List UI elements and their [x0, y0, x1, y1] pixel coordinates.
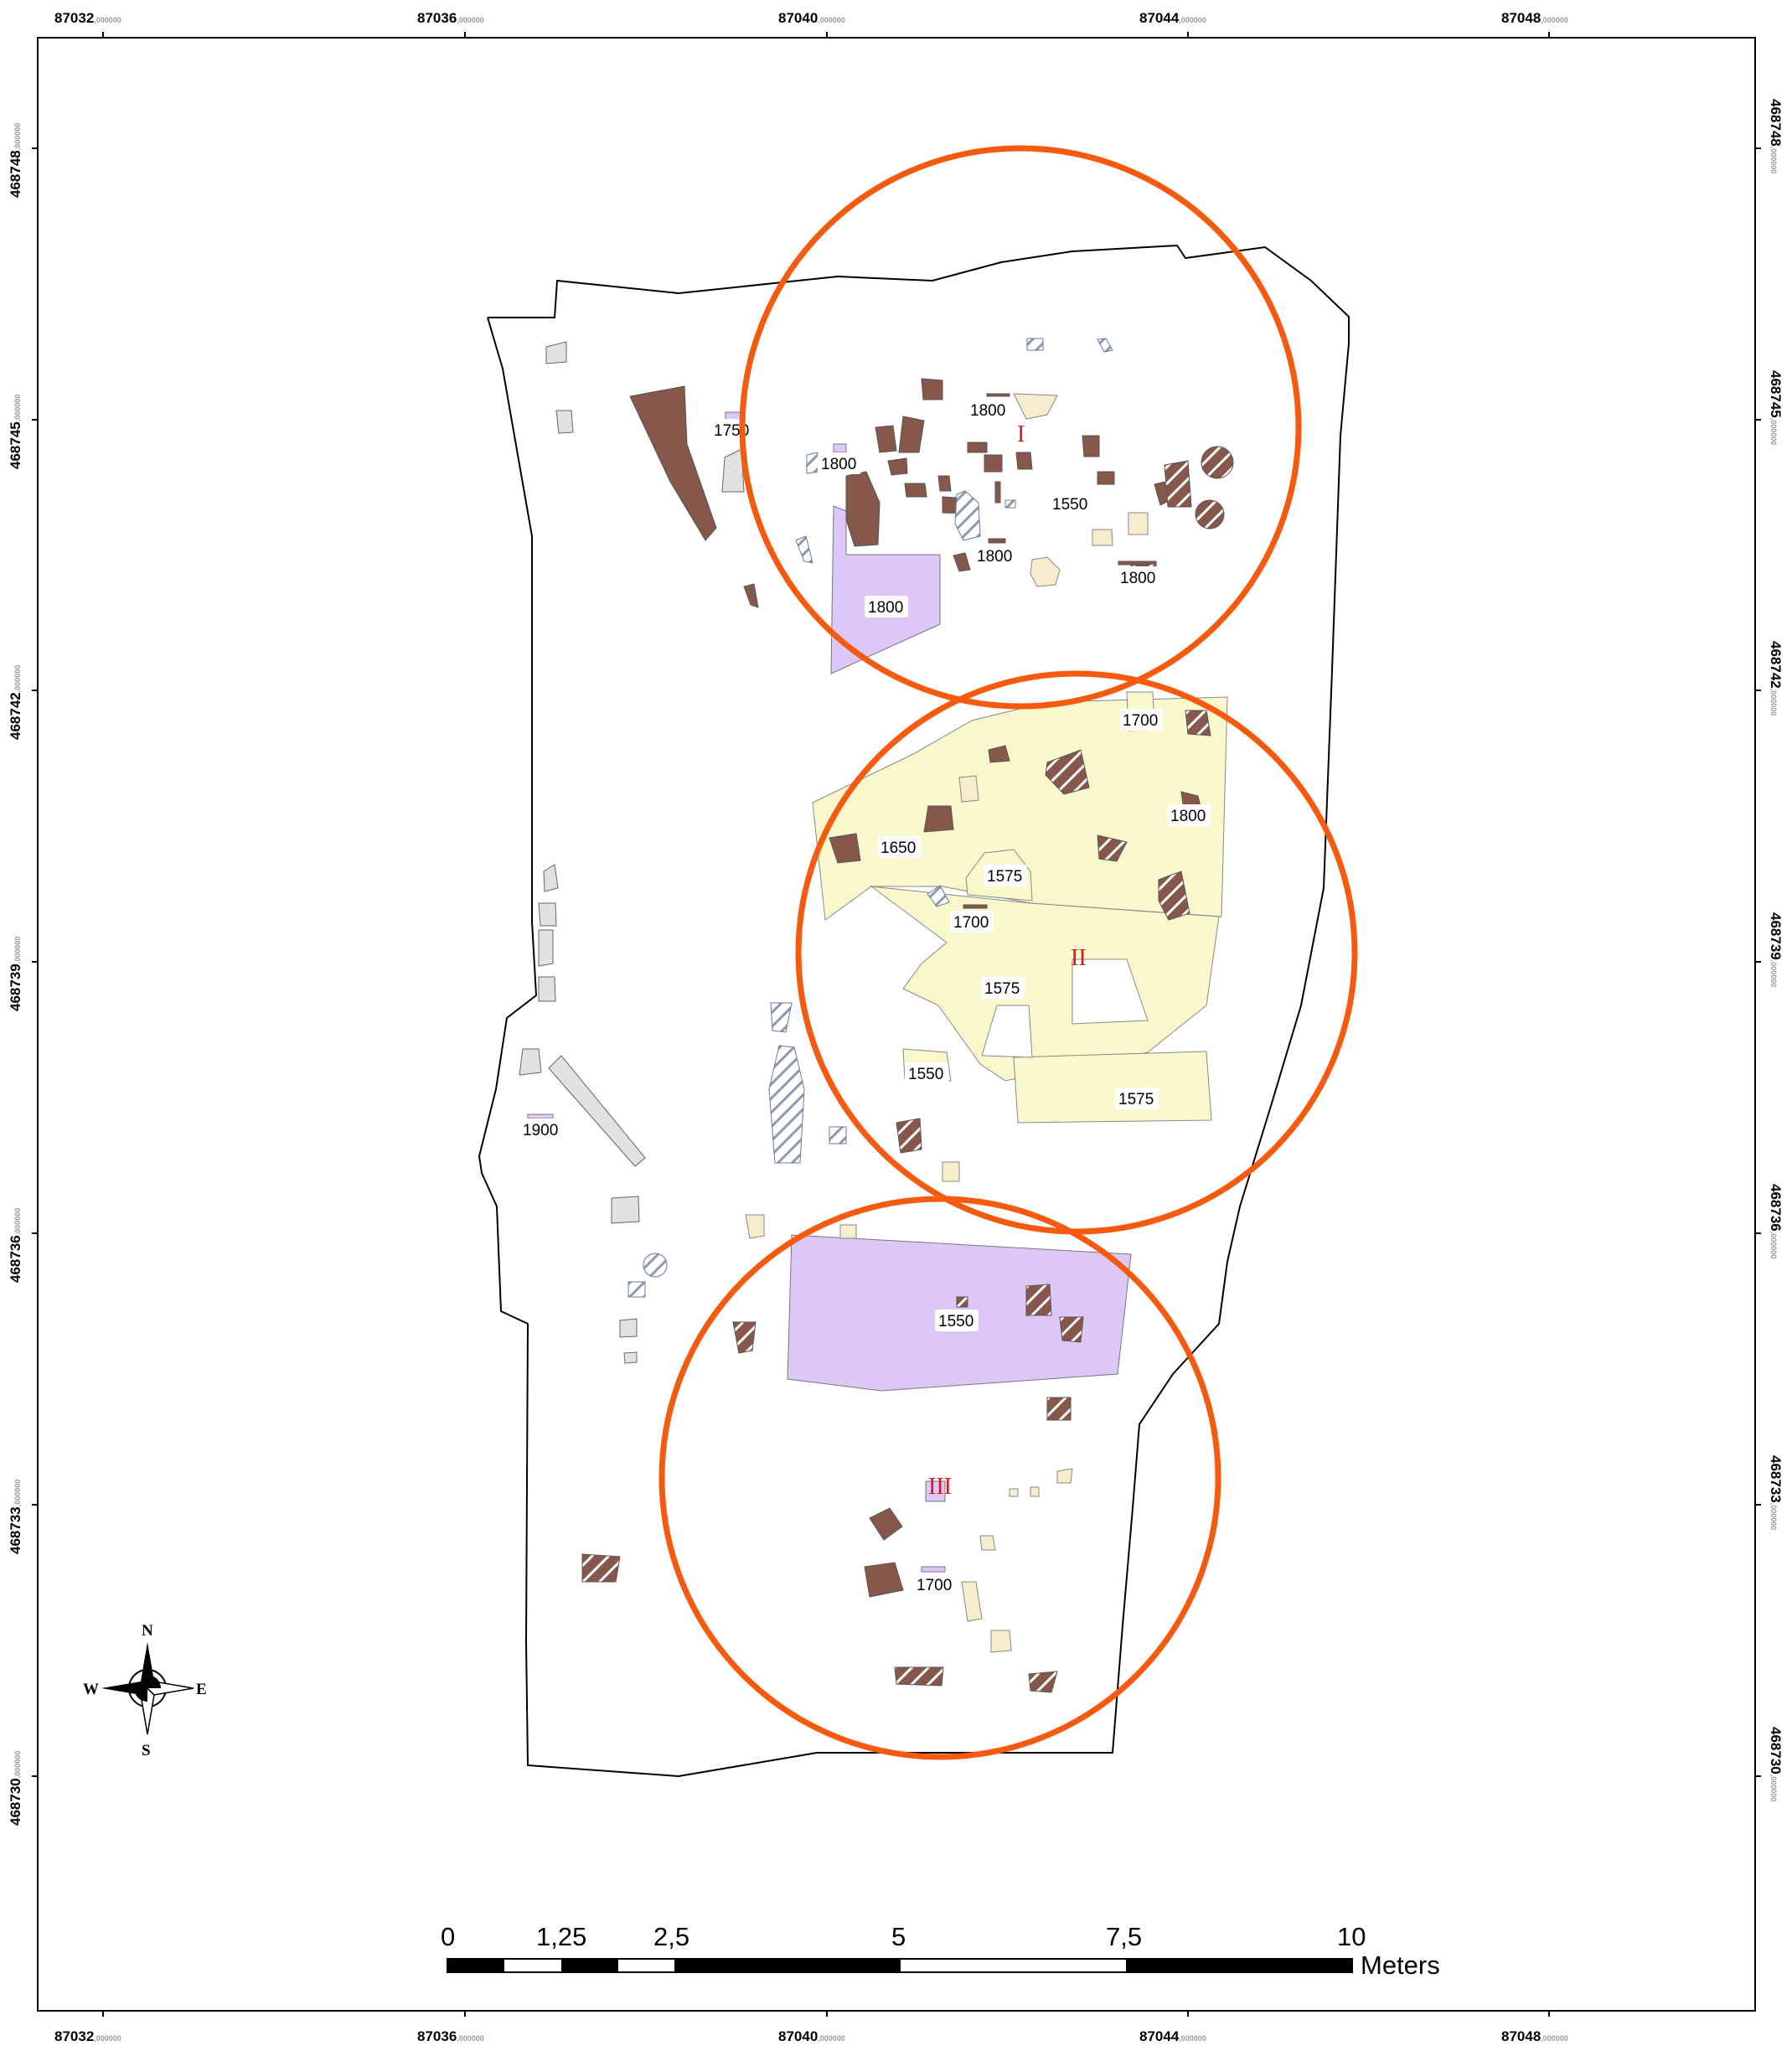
compass-s: S — [142, 1742, 151, 1759]
compass-w: W — [83, 1681, 99, 1698]
y-label: 468736,000000 — [8, 1208, 23, 1283]
hatched-brown-features — [581, 446, 1234, 1693]
study-zone-circles — [658, 145, 1358, 1760]
x-label: 87032,000000 — [54, 10, 121, 26]
zone-label-iii: III — [928, 1474, 952, 1500]
x-label: 87032,000000 — [54, 2028, 121, 2044]
feature-label-1700: 1700 — [1123, 712, 1158, 730]
x-label: 87036,000000 — [417, 10, 484, 26]
x-label: 87040,000000 — [778, 10, 845, 26]
compass-n: N — [142, 1622, 153, 1640]
zone-circle-i — [739, 145, 1302, 710]
zone-labels: I II III — [928, 421, 1087, 1500]
cream-features — [745, 393, 1149, 1653]
y-label: 468736,000000 — [1768, 1184, 1784, 1258]
feature-label-1900: 1900 — [523, 1122, 558, 1139]
y-labels-right: 468748,000000 468745,000000 468742,00000… — [1768, 99, 1784, 1801]
x-label: 87044,000000 — [1139, 10, 1206, 26]
x-label: 87048,000000 — [1501, 10, 1568, 26]
y-label: 468745,000000 — [8, 395, 23, 469]
y-label: 468733,000000 — [1768, 1455, 1784, 1530]
scale-tick-1-25: 1,25 — [536, 1922, 586, 1951]
scale-tick-10: 10 — [1337, 1922, 1366, 1951]
feature-labels: 1750 1800 1800 1550 1800 1800 1800 1700 … — [519, 399, 1211, 1595]
white-gap-1 — [1072, 958, 1149, 1025]
scale-tick-2-5: 2,5 — [653, 1922, 689, 1951]
x-labels-top: 87032,000000 87036,000000 87040,000000 8… — [54, 10, 1568, 26]
y-label: 468739,000000 — [1768, 912, 1784, 987]
map-frame — [37, 37, 1756, 2012]
x-labels-bottom: 87032,000000 87036,000000 87040,000000 8… — [54, 2028, 1568, 2044]
zone-label-ii: II — [1071, 945, 1087, 971]
y-label: 468742,000000 — [8, 665, 23, 740]
lilac-small-features — [527, 411, 946, 1573]
y-label: 468748,000000 — [8, 123, 23, 198]
y-label: 468730,000000 — [1768, 1727, 1784, 1801]
scale-bar: 0 1,25 2,5 5 7,5 10 Meters — [441, 1922, 1440, 1980]
hatched-blue-features — [627, 338, 1113, 1298]
feature-label-1700: 1700 — [917, 1577, 952, 1594]
feature-label-1800: 1800 — [1120, 570, 1155, 587]
feature-label-1650: 1650 — [881, 840, 916, 857]
brown-features — [629, 378, 1201, 1598]
y-label: 468733,000000 — [8, 1480, 23, 1554]
feature-label-1575: 1575 — [1118, 1091, 1154, 1108]
x-label: 87048,000000 — [1501, 2028, 1568, 2044]
feature-label-1575: 1575 — [987, 868, 1022, 886]
feature-label-1575: 1575 — [984, 980, 1020, 998]
scale-tick-0: 0 — [441, 1922, 455, 1951]
x-label: 87040,000000 — [778, 2028, 845, 2044]
y-label: 468745,000000 — [1768, 370, 1784, 445]
scale-tick-7-5: 7,5 — [1106, 1922, 1142, 1951]
zone-circle-iii — [658, 1196, 1221, 1760]
feature-label-1700: 1700 — [953, 914, 989, 932]
y-label: 468742,000000 — [1768, 641, 1784, 716]
feature-label-1550: 1550 — [938, 1313, 973, 1330]
trench-boundary — [478, 244, 1350, 1778]
feature-label-1550: 1550 — [1052, 496, 1087, 514]
feature-label-1800: 1800 — [977, 548, 1012, 566]
feature-label-1800: 1800 — [821, 456, 856, 473]
y-label: 468739,000000 — [8, 937, 23, 1011]
y-labels-left: 468748,000000 468745,000000 468742,00000… — [8, 123, 23, 1826]
zone-label-i: I — [1017, 421, 1025, 447]
yellow-area-1575-south — [1013, 1051, 1212, 1124]
grid-ticks — [32, 32, 1761, 2017]
scale-tick-5: 5 — [891, 1922, 906, 1951]
north-arrow: N S E W — [83, 1622, 207, 1759]
feature-label-1800: 1800 — [970, 402, 1005, 420]
x-label: 87044,000000 — [1139, 2028, 1206, 2044]
y-label: 468748,000000 — [1768, 99, 1784, 173]
feature-label-1800: 1800 — [868, 599, 903, 617]
white-gap-2 — [981, 1005, 1033, 1058]
scale-unit: Meters — [1361, 1950, 1440, 1980]
yellow-area-upper — [812, 696, 1228, 921]
grey-features — [519, 341, 745, 1364]
y-label: 468730,000000 — [8, 1751, 23, 1826]
compass-e: E — [196, 1681, 207, 1698]
feature-label-1550: 1550 — [908, 1066, 943, 1083]
feature-label-1800: 1800 — [1170, 808, 1206, 825]
x-label: 87036,000000 — [417, 2028, 484, 2044]
